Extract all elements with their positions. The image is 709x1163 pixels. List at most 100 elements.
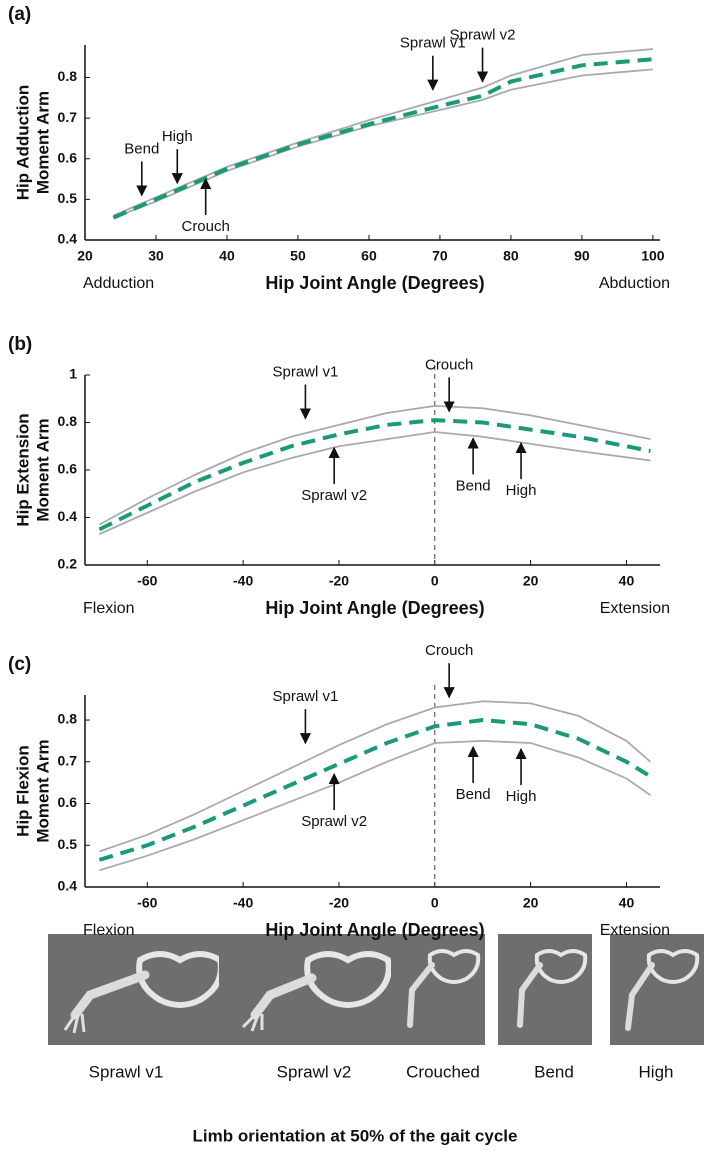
orientation-images [48,934,704,1045]
x-axis-label: Hip Joint Angle (Degrees) [265,598,484,618]
image-crouched [391,934,485,1045]
femur [70,970,150,1020]
y-axis-label: Moment Arm [33,739,52,842]
image-label: Sprawl v1 [89,1062,164,1081]
x-left-label: Flexion [83,600,135,617]
x-tick-label: 40 [219,248,235,264]
y-tick-label: 0.8 [58,711,78,727]
y-tick-label: 0.4 [58,508,78,524]
image-label: Sprawl v2 [277,1062,352,1081]
y-tick-label: 0.6 [58,794,78,810]
pelvis [427,949,481,984]
y-axis-label: Hip Adduction [13,85,32,201]
x-tick-label: 20 [77,248,93,264]
y-tick-label: 0.2 [58,556,78,572]
femur [625,962,655,1031]
y-axis-label: Hip Extension [13,413,32,526]
y-tick-label: 0.5 [58,190,78,206]
x-left-label: Adduction [83,275,154,292]
series-line [99,700,652,853]
caption: Limb orientation at 50% of the gait cycl… [193,1126,518,1145]
x-tick-label: -40 [233,895,253,911]
image-bend [498,934,592,1045]
x-right-label: Extension [600,600,670,617]
y-tick-label: 0.8 [58,68,78,84]
series-line [99,431,651,535]
annotation-label: High [506,482,537,499]
y-axis-label: Moment Arm [33,418,52,521]
pelvis [534,949,588,984]
femur [407,962,435,1028]
image-high [610,934,704,1045]
y-tick-label: 0.4 [58,878,78,894]
y-tick-label: 0.4 [58,231,78,247]
x-tick-label: 100 [641,248,665,264]
y-tick-label: 0.8 [58,413,78,429]
foot [241,1013,264,1032]
annotation-label: Crouch [181,218,229,235]
image-label: High [639,1062,674,1081]
annotation-label: Crouch [425,642,473,659]
y-tick-label: 0.6 [58,461,78,477]
x-tick-label: 70 [432,248,448,264]
series-line [98,718,652,862]
annotation-label: Bend [456,477,491,494]
y-axis-label: Hip Flexion [13,745,32,837]
annotation-label: Sprawl v1 [272,363,338,380]
series-line [98,418,651,532]
image-sprawl-v2 [219,934,422,1045]
x-right-label: Extension [600,922,670,939]
y-tick-label: 0.5 [58,836,78,852]
annotation-label: Crouch [425,356,473,373]
series-line [113,68,653,219]
annotation-label: High [162,128,193,145]
y-axis-label: Moment Arm [33,91,52,194]
panel-label: (c) [8,654,31,675]
x-tick-label: -60 [137,573,157,589]
x-tick-label: 0 [431,895,439,911]
femur [517,962,543,1028]
annotation-label: Sprawl v2 [450,27,516,44]
image-label: Crouched [406,1062,480,1081]
x-tick-label: 0 [431,573,439,589]
series-line [99,740,651,872]
x-tick-label: 40 [619,573,635,589]
x-tick-label: -20 [329,573,349,589]
image-label: Bend [534,1062,574,1081]
annotation-label: Sprawl v1 [400,35,466,52]
annotation-label: Bend [456,786,491,803]
annotation-label: Sprawl v2 [301,487,367,504]
pelvis [646,949,700,984]
x-tick-label: 50 [290,248,306,264]
x-tick-label: 90 [574,248,590,264]
x-left-label: Flexion [83,922,135,939]
annotation-label: High [506,788,537,805]
x-axis-label: Hip Joint Angle (Degrees) [265,920,484,940]
annotation-label: Bend [124,140,159,157]
x-tick-label: 60 [361,248,377,264]
x-tick-label: 40 [619,895,635,911]
x-tick-label: 80 [503,248,519,264]
image-sprawl-v1 [48,934,251,1045]
x-tick-label: -40 [233,573,253,589]
y-tick-label: 0.6 [58,149,78,165]
series-line [98,404,651,526]
y-tick-label: 1 [69,366,77,382]
foot [63,1013,86,1034]
x-tick-label: 20 [523,895,539,911]
x-tick-label: 30 [148,248,164,264]
y-tick-label: 0.7 [58,752,78,768]
x-tick-label: 20 [523,573,539,589]
panel-label: (b) [8,334,32,355]
x-tick-label: -60 [137,895,157,911]
series-line [113,48,653,217]
y-tick-label: 0.7 [58,109,78,125]
pelvis [136,951,224,1008]
x-tick-label: -20 [329,895,349,911]
x-right-label: Abduction [599,275,670,292]
femur [250,973,317,1020]
panel-label: (a) [8,4,31,25]
series-line [112,57,654,220]
